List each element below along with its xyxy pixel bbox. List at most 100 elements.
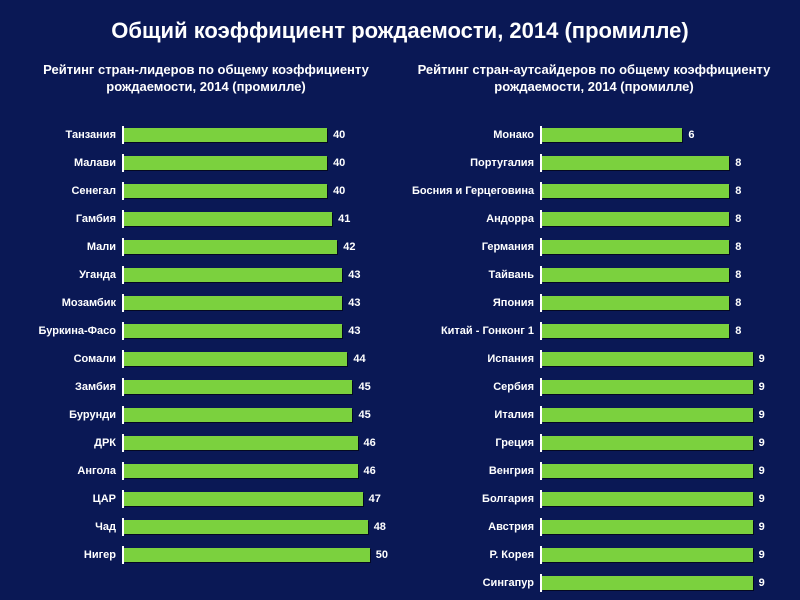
bar-area: 9	[542, 408, 776, 422]
category-label: Уганда	[24, 269, 122, 281]
bar	[542, 268, 729, 282]
value-label: 9	[759, 437, 765, 449]
bar-area: 9	[542, 464, 776, 478]
value-label: 40	[333, 129, 345, 141]
chart-row: Мали 42	[24, 238, 388, 256]
value-label: 42	[343, 241, 355, 253]
category-label: Буркина-Фасо	[24, 325, 122, 337]
bar	[124, 380, 352, 394]
category-label: Греция	[412, 437, 540, 449]
bar	[542, 212, 729, 226]
bar-area: 9	[542, 436, 776, 450]
value-label: 9	[759, 381, 765, 393]
category-label: Чад	[24, 521, 122, 533]
value-label: 46	[364, 465, 376, 477]
category-label: ЦАР	[24, 493, 122, 505]
bar-area: 8	[542, 268, 776, 282]
bar-area: 9	[542, 548, 776, 562]
value-label: 45	[358, 381, 370, 393]
chart-row: Уганда 43	[24, 266, 388, 284]
value-label: 43	[348, 297, 360, 309]
chart-row: Португалия8	[412, 154, 776, 172]
bar-area: 8	[542, 184, 776, 198]
value-label: 43	[348, 325, 360, 337]
chart-row: Мозамбик 43	[24, 294, 388, 312]
value-label: 50	[376, 549, 388, 561]
bar	[124, 296, 342, 310]
category-label: Танзания	[24, 129, 122, 141]
category-label: Сингапур	[412, 577, 540, 589]
bar-area: 43	[124, 268, 388, 282]
bar	[542, 576, 753, 590]
chart-row: Малави40	[24, 154, 388, 172]
bar-area: 43	[124, 324, 388, 338]
value-label: 9	[759, 493, 765, 505]
category-label: Сенегал	[24, 185, 122, 197]
bar-area: 47	[124, 492, 388, 506]
chart-row: Гамбия41	[24, 210, 388, 228]
bar	[124, 212, 332, 226]
category-label: Китай - Гонконг 1	[412, 325, 540, 337]
bar	[542, 548, 753, 562]
value-label: 9	[759, 577, 765, 589]
category-label: Мали	[24, 241, 122, 253]
category-label: Р. Корея	[412, 549, 540, 561]
category-label: Германия	[412, 241, 540, 253]
chart-row: Австрия9	[412, 518, 776, 536]
main-title: Общий коэффициент рождаемости, 2014 (про…	[24, 18, 776, 44]
bar	[542, 156, 729, 170]
category-label: Португалия	[412, 157, 540, 169]
chart-row: Нигер50	[24, 546, 388, 564]
bar	[542, 408, 753, 422]
value-label: 8	[735, 185, 741, 197]
bar	[542, 240, 729, 254]
value-label: 45	[358, 409, 370, 421]
chart-row: Китай - Гонконг 18	[412, 322, 776, 340]
bar-area: 8	[542, 296, 776, 310]
value-label: 8	[735, 297, 741, 309]
value-label: 46	[364, 437, 376, 449]
category-label: Испания	[412, 353, 540, 365]
value-label: 43	[348, 269, 360, 281]
bar	[542, 520, 753, 534]
bar	[542, 492, 753, 506]
value-label: 9	[759, 465, 765, 477]
category-label: Сербия	[412, 381, 540, 393]
bar-area: 48	[124, 520, 388, 534]
charts-container: Рейтинг стран-лидеров по общему коэффици…	[24, 62, 776, 592]
bar-area: 46	[124, 464, 388, 478]
page: Общий коэффициент рождаемости, 2014 (про…	[0, 0, 800, 600]
bar-area: 8	[542, 324, 776, 338]
category-label: Гамбия	[24, 213, 122, 225]
bar-area: 42	[124, 240, 388, 254]
bar-area: 45	[124, 380, 388, 394]
left-chart-title: Рейтинг стран-лидеров по общему коэффици…	[24, 62, 388, 114]
value-label: 47	[369, 493, 381, 505]
value-label: 9	[759, 521, 765, 533]
category-label: Япония	[412, 297, 540, 309]
bar	[124, 128, 327, 142]
category-label: Малави	[24, 157, 122, 169]
value-label: 9	[759, 353, 765, 365]
bar	[124, 324, 342, 338]
bar	[542, 296, 729, 310]
chart-row: Бурунди45	[24, 406, 388, 424]
category-label: Босния и Герцеговина	[412, 185, 540, 197]
value-label: 8	[735, 269, 741, 281]
category-label: Мозамбик	[24, 297, 122, 309]
chart-row: Тайвань8	[412, 266, 776, 284]
category-label: Андорра	[412, 213, 540, 225]
chart-row: Босния и Герцеговина 8	[412, 182, 776, 200]
right-chart-body: Монако6Португалия8Босния и Герцеговина8А…	[412, 126, 776, 592]
left-chart-body: Танзания40Малави40Сенегал40Гамбия41Мали4…	[24, 126, 388, 564]
chart-row: Буркина-Фасо 43	[24, 322, 388, 340]
chart-row: Андорра8	[412, 210, 776, 228]
chart-row: Испания 9	[412, 350, 776, 368]
bar-area: 9	[542, 492, 776, 506]
right-chart: Рейтинг стран-аутсайдеров по общему коэф…	[412, 62, 776, 592]
chart-row: Замбия45	[24, 378, 388, 396]
bar-area: 44	[124, 352, 388, 366]
chart-row: ЦАР 47	[24, 490, 388, 508]
category-label: Болгария	[412, 493, 540, 505]
bar-area: 43	[124, 296, 388, 310]
